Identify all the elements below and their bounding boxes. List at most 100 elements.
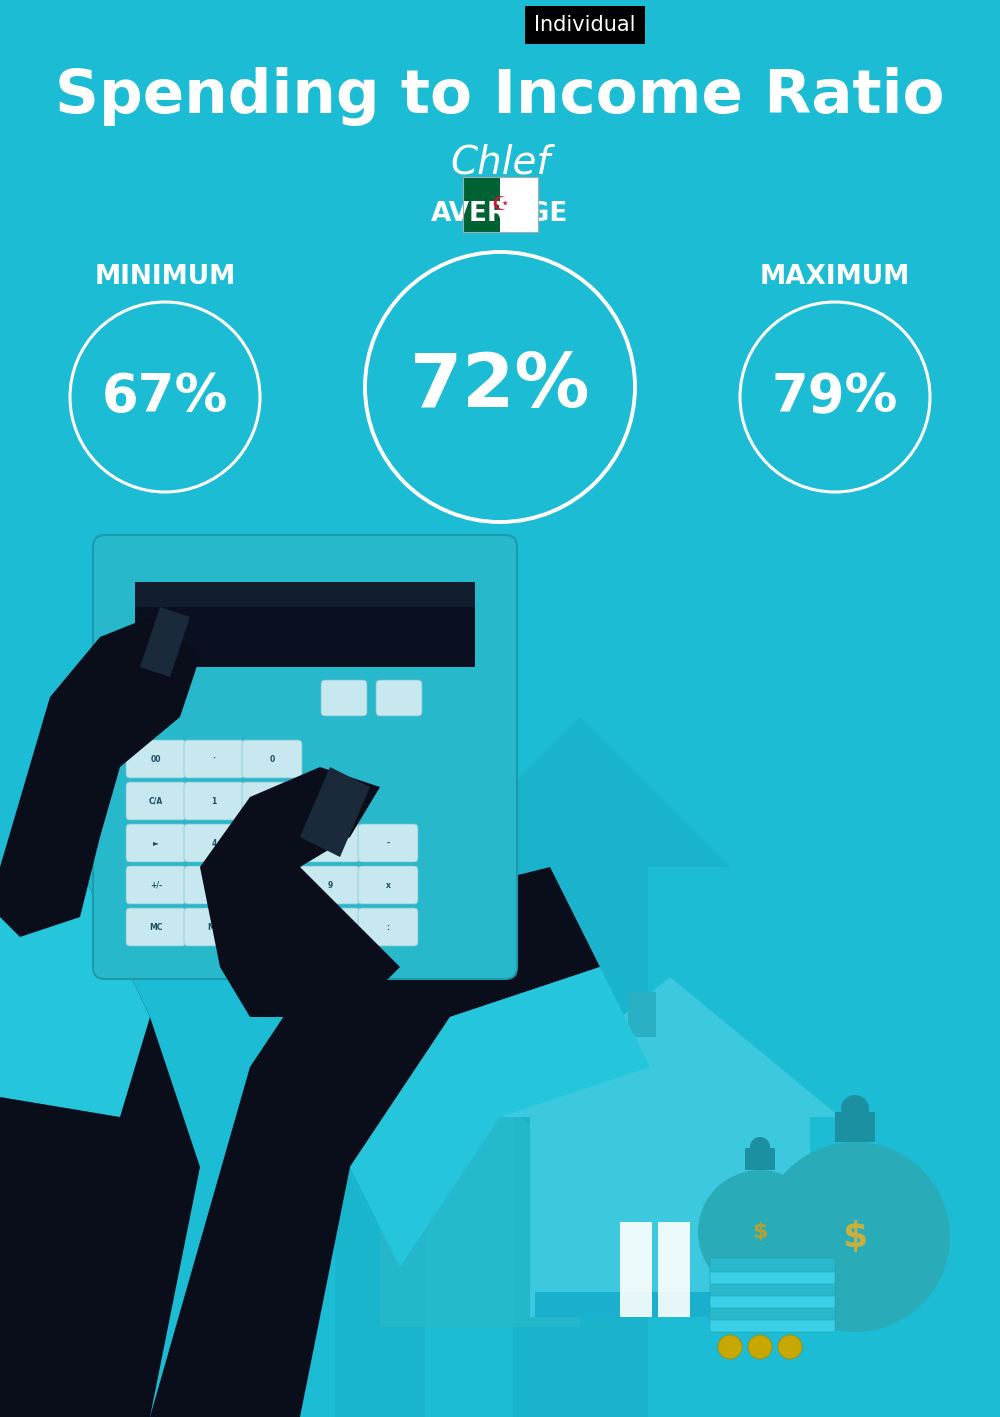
FancyBboxPatch shape	[126, 825, 186, 862]
Text: 0: 0	[269, 754, 275, 764]
Bar	[710, 1258, 835, 1272]
Text: MAXIMUM: MAXIMUM	[760, 264, 910, 290]
FancyBboxPatch shape	[242, 908, 302, 947]
Text: M+: M+	[323, 922, 337, 931]
Text: ►: ►	[153, 839, 159, 847]
FancyBboxPatch shape	[358, 908, 418, 947]
Bar	[710, 1282, 835, 1297]
Text: 5: 5	[269, 839, 275, 847]
Bar	[658, 1221, 690, 1316]
Bar	[530, 1117, 810, 1316]
FancyBboxPatch shape	[93, 536, 517, 979]
FancyBboxPatch shape	[126, 782, 186, 820]
Bar	[628, 992, 656, 1037]
Circle shape	[748, 1335, 772, 1359]
FancyBboxPatch shape	[300, 825, 360, 862]
Text: Individual: Individual	[534, 16, 636, 35]
Bar	[710, 1318, 835, 1332]
FancyBboxPatch shape	[376, 680, 422, 716]
Text: -: -	[386, 839, 390, 847]
Text: 1: 1	[211, 796, 217, 805]
Polygon shape	[0, 867, 200, 1417]
Polygon shape	[140, 606, 190, 677]
Bar	[835, 1112, 875, 1142]
Polygon shape	[150, 867, 600, 1417]
FancyBboxPatch shape	[358, 866, 418, 904]
Bar	[710, 1294, 835, 1308]
Circle shape	[778, 1335, 802, 1359]
Text: M-: M-	[267, 922, 277, 931]
Polygon shape	[350, 966, 650, 1267]
FancyBboxPatch shape	[184, 866, 244, 904]
FancyBboxPatch shape	[300, 866, 360, 904]
Polygon shape	[300, 767, 370, 857]
Polygon shape	[500, 976, 840, 1117]
Bar	[745, 1148, 775, 1170]
Text: 67%: 67%	[102, 371, 228, 424]
Bar	[620, 1221, 652, 1316]
Bar	[500, 177, 538, 232]
Text: 8: 8	[269, 880, 275, 890]
Bar	[135, 582, 475, 667]
Polygon shape	[430, 717, 730, 867]
FancyBboxPatch shape	[242, 740, 302, 778]
Bar	[535, 1292, 805, 1316]
Polygon shape	[0, 616, 200, 937]
Text: x: x	[386, 880, 390, 890]
Text: MC: MC	[149, 922, 163, 931]
Text: 79%: 79%	[772, 371, 898, 424]
FancyBboxPatch shape	[242, 825, 302, 862]
Bar	[710, 1270, 835, 1284]
Text: MINIMUM: MINIMUM	[94, 264, 236, 290]
FancyBboxPatch shape	[184, 908, 244, 947]
Text: 7: 7	[211, 880, 217, 890]
Polygon shape	[360, 1087, 600, 1178]
Text: Spending to Income Ratio: Spending to Income Ratio	[55, 68, 945, 126]
Bar	[462, 177, 538, 232]
FancyBboxPatch shape	[184, 740, 244, 778]
Text: AVERAGE: AVERAGE	[431, 201, 569, 227]
Circle shape	[718, 1335, 742, 1359]
Polygon shape	[200, 767, 400, 1017]
FancyBboxPatch shape	[126, 866, 186, 904]
Text: 9: 9	[327, 880, 333, 890]
Text: ·: ·	[213, 754, 215, 764]
Text: ☪: ☪	[491, 196, 509, 214]
Circle shape	[760, 1142, 950, 1332]
Bar	[335, 998, 425, 1417]
Bar	[135, 582, 475, 606]
Text: 00: 00	[151, 754, 161, 764]
Text: C/A: C/A	[149, 796, 163, 805]
Text: 72%: 72%	[410, 350, 590, 424]
FancyBboxPatch shape	[321, 680, 367, 716]
FancyBboxPatch shape	[126, 908, 186, 947]
FancyBboxPatch shape	[242, 866, 302, 904]
Circle shape	[841, 1095, 869, 1124]
FancyBboxPatch shape	[358, 825, 418, 862]
Bar	[512, 867, 648, 1417]
Circle shape	[750, 1136, 770, 1158]
Circle shape	[698, 1170, 822, 1294]
Bar	[440, 1097, 462, 1132]
FancyBboxPatch shape	[300, 782, 360, 820]
Bar	[462, 177, 500, 232]
Text: MR: MR	[207, 922, 221, 931]
Text: $: $	[842, 1220, 868, 1254]
Text: 4: 4	[211, 839, 217, 847]
FancyBboxPatch shape	[300, 908, 360, 947]
Text: :: :	[386, 922, 390, 931]
Polygon shape	[280, 887, 480, 998]
FancyBboxPatch shape	[242, 782, 302, 820]
Text: +/-: +/-	[150, 880, 162, 890]
Text: Chlef: Chlef	[450, 143, 550, 181]
FancyBboxPatch shape	[184, 782, 244, 820]
Polygon shape	[0, 867, 150, 1117]
FancyBboxPatch shape	[126, 740, 186, 778]
Text: $: $	[752, 1221, 768, 1241]
FancyBboxPatch shape	[184, 825, 244, 862]
Text: 2: 2	[269, 796, 275, 805]
Bar	[710, 1306, 835, 1321]
Text: 6: 6	[327, 839, 333, 847]
Bar	[380, 1178, 580, 1326]
Text: 3: 3	[327, 796, 333, 805]
